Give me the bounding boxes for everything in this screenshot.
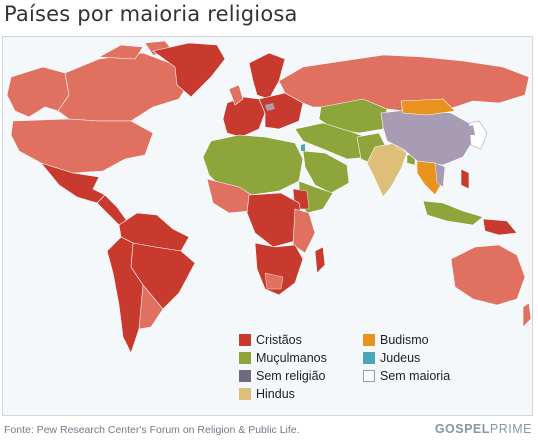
alaska-region (6, 66, 70, 118)
north-america-region (6, 40, 226, 226)
british-isles-region (228, 84, 244, 106)
legend-item-christians: Cristãos (239, 333, 302, 349)
source-note: Fonte: Pew Research Center's Forum on Re… (4, 424, 300, 436)
new-guinea-region (482, 218, 518, 236)
legend-label: Muçulmanos (256, 351, 327, 365)
east-africa-region (292, 208, 316, 254)
south-africa-light-region (264, 272, 284, 290)
central-asia-region (318, 98, 388, 134)
legend-item-unaffiliated: Sem religião (239, 369, 325, 385)
legend-label: Budismo (380, 333, 429, 347)
legend-swatch (239, 334, 251, 346)
south-america-region (106, 212, 196, 354)
legend-item-no-majority: Sem maioria (363, 369, 450, 385)
legend-swatch (239, 370, 251, 382)
arabia-region (302, 150, 350, 194)
legend-label: Sem maioria (380, 369, 451, 383)
legend-swatch (363, 370, 375, 382)
brand-logo: GOSPELPRIME (435, 422, 532, 436)
brand-logo-thin: PRIME (489, 422, 532, 436)
australia-region (450, 244, 526, 306)
legend-label: Sem religião (256, 369, 326, 383)
legend-swatch (239, 352, 251, 364)
new-zealand-region (522, 302, 532, 328)
legend-label: Cristãos (256, 333, 302, 347)
mongolia-region (400, 98, 456, 116)
legend-swatch (363, 334, 375, 346)
brand-logo-bold: GOSPEL (434, 422, 490, 436)
oceania-region (450, 244, 532, 328)
philippines-region (460, 168, 470, 190)
north-africa-region (202, 134, 304, 196)
map-legend: Cristãos Muçulmanos Sem religião Hindus Budi… (239, 333, 479, 415)
page-title: Países por maioria religiosa (4, 2, 298, 26)
andes-region (106, 236, 150, 354)
world-map-frame: Cristãos Muçulmanos Sem religião Hindus Budi… (2, 36, 533, 416)
africa-region (202, 134, 334, 296)
legend-item-jews: Judeus (363, 351, 420, 367)
india-region (366, 142, 408, 198)
madagascar-region (314, 246, 326, 274)
europe-region (222, 52, 304, 138)
russia-region (278, 54, 530, 112)
canada-region (57, 52, 190, 122)
usa-region (10, 118, 154, 174)
legend-swatch (363, 352, 375, 364)
greenland-region (152, 42, 226, 98)
legend-item-hindus: Hindus (239, 387, 295, 403)
legend-item-buddhists: Budismo (363, 333, 429, 349)
legend-label: Judeus (380, 351, 421, 365)
vietnam-region (434, 162, 446, 188)
legend-label: Hindus (256, 387, 295, 401)
asia-region (366, 98, 518, 236)
western-europe-region (222, 96, 266, 138)
central-america-region (96, 194, 128, 226)
north-korea-region (467, 125, 475, 135)
legend-item-muslims: Muçulmanos (239, 351, 327, 367)
middle-east-region (294, 98, 388, 194)
scandinavia-region (248, 52, 286, 100)
world-map (6, 40, 532, 354)
israel-jewish-region (301, 144, 305, 151)
southern-cone-region (138, 284, 164, 330)
legend-swatch (239, 388, 251, 400)
czech-unaffiliated-region (265, 103, 275, 111)
malaysia-indonesia-region (422, 200, 484, 226)
